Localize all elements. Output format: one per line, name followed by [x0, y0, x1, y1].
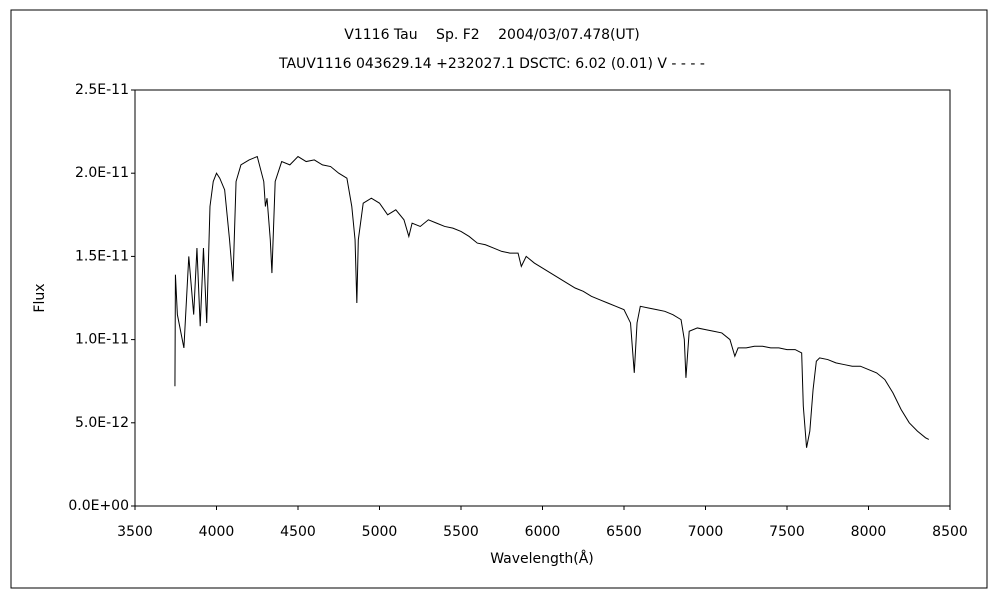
x-axis-label: Wavelength(Å)	[490, 550, 594, 567]
x-tick-label: 7500	[769, 524, 805, 540]
chart-subtitle: TAUV1116 043629.14 +232027.1 DSCTC: 6.02…	[278, 56, 705, 72]
x-tick-label: 5000	[362, 524, 398, 540]
x-tick-label: 5500	[443, 524, 479, 540]
y-tick-label: 2.5E-11	[75, 82, 129, 98]
x-tick-label: 8000	[851, 524, 887, 540]
y-tick-label: 0.0E+00	[68, 498, 129, 514]
y-axis-label: Flux	[32, 283, 48, 312]
x-tick-label: 7000	[688, 524, 724, 540]
y-tick-label: 1.0E-11	[75, 332, 129, 348]
spectrum-line	[174, 155, 930, 448]
y-tick-label: 5.0E-12	[75, 415, 129, 431]
x-tick-label: 4000	[199, 524, 235, 540]
x-tick-label: 6500	[606, 524, 642, 540]
x-tick-label: 4500	[280, 524, 316, 540]
x-tick-label: 6000	[525, 524, 561, 540]
y-tick-label: 1.5E-11	[75, 248, 129, 264]
chart-frame	[10, 9, 988, 589]
y-tick-label: 2.0E-11	[75, 165, 129, 181]
x-tick-label: 8500	[932, 524, 968, 540]
x-tick-label: 3500	[117, 524, 153, 540]
chart-title: V1116 Tau Sp. F2 2004/03/07.478(UT)	[344, 27, 639, 43]
